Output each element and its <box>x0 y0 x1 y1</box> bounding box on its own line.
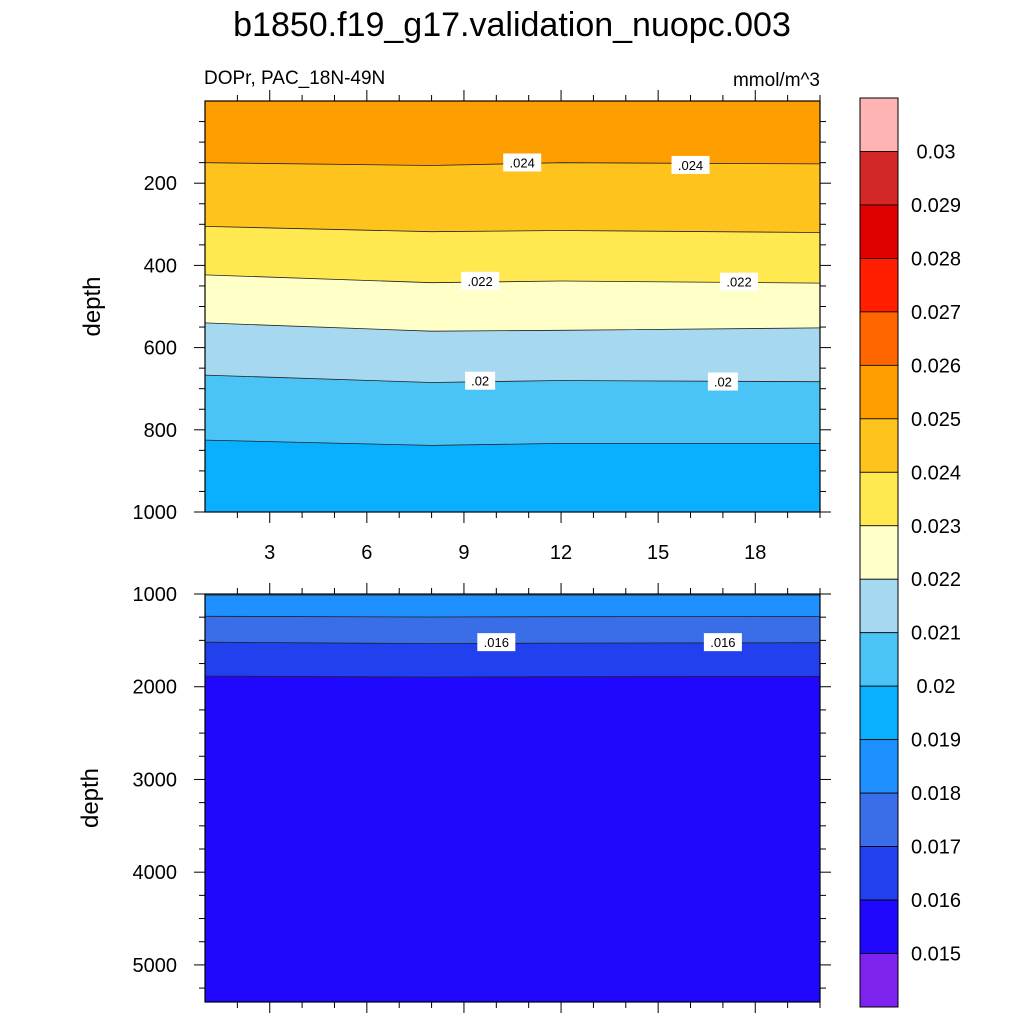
contour-label-box <box>461 271 500 290</box>
colorbar-label: 0.022 <box>911 569 961 591</box>
contour-label: .024 <box>678 158 703 173</box>
colorbar-label: 0.024 <box>911 462 961 484</box>
contour-label: .02 <box>471 374 489 389</box>
colorbar: 0.03 0.029 0.028 0.027 0.026 0.025 0.024 0.023 0… <box>859 97 961 1008</box>
y-tick-label: 3000 <box>133 769 178 791</box>
contour-label: .02 <box>714 375 732 390</box>
contour-label: .022 <box>726 275 751 290</box>
colorbar-label: 0.019 <box>911 730 961 752</box>
figure-title: b1850.f19_g17.validation_nuopc.003 <box>233 6 791 44</box>
colorbar-box <box>859 792 899 847</box>
contour-label-box <box>503 153 542 172</box>
contour-label-box <box>477 633 516 652</box>
x-tick-label: 3 <box>264 542 275 564</box>
colorbar-frame <box>859 97 899 1008</box>
units-label: mmol/m^3 <box>733 70 820 91</box>
contour-label-box <box>707 372 738 391</box>
colorbar-label: 0.027 <box>911 302 961 324</box>
colorbar-box <box>859 204 899 259</box>
colorbar-box <box>859 953 899 1008</box>
colorbar-box <box>859 846 899 901</box>
colorbar-box <box>859 899 899 954</box>
colorbar-label: 0.016 <box>911 890 961 912</box>
y-tick-label: 1000 <box>133 584 178 606</box>
x-tick-label: 15 <box>647 542 669 564</box>
contour-label-box <box>720 272 759 291</box>
colorbar-label: 0.025 <box>911 409 961 431</box>
colorbar-label: 0.015 <box>911 944 961 966</box>
colorbar-box <box>859 525 899 580</box>
colorbar-box <box>859 364 899 420</box>
y-tick-label: 400 <box>144 255 177 277</box>
contour-line <box>204 615 821 618</box>
lower-depth-panel: .016 .016 1000 2000 3000 4000 5000 depth <box>77 583 831 1013</box>
y-tick-label: 800 <box>144 420 177 442</box>
contour-label: .016 <box>484 635 509 650</box>
colorbar-label: 0.03 <box>917 141 956 163</box>
contour-line <box>204 675 821 678</box>
colorbar-label: 0.026 <box>911 355 961 377</box>
colorbar-box <box>859 685 899 741</box>
colorbar-label: 0.021 <box>911 623 961 645</box>
colorbar-box <box>859 258 899 313</box>
plot-frame <box>204 593 821 1003</box>
y-axis-label: depth <box>79 276 106 336</box>
contour-label-box <box>671 155 710 174</box>
upper-depth-panel: .024 .024 .022 .022 .02 .02 3 6 9 12 15 18 200 400 600… <box>79 90 831 564</box>
contour-label: .022 <box>467 274 492 289</box>
colorbar-label: 0.02 <box>917 676 956 698</box>
y-tick-label: 200 <box>144 173 177 195</box>
x-tick-label: 9 <box>458 542 469 564</box>
y-tick-label: 600 <box>144 338 177 360</box>
colorbar-label: 0.018 <box>911 783 961 805</box>
colorbar-label: 0.017 <box>911 837 961 859</box>
colorbar-label: 0.023 <box>911 516 961 538</box>
contour-line <box>204 226 821 233</box>
y-tick-label: 5000 <box>133 955 178 977</box>
contour-line <box>204 322 821 332</box>
colorbar-box <box>859 739 899 794</box>
x-tick-label: 18 <box>744 542 766 564</box>
x-tick-label: 6 <box>361 542 372 564</box>
colorbar-box <box>859 632 899 687</box>
contour-line <box>204 374 821 383</box>
variable-region-label: DOPr, PAC_18N-49N <box>204 68 385 89</box>
colorbar-box <box>859 471 899 527</box>
x-tick-label: 12 <box>550 542 572 564</box>
contour-label: .016 <box>710 635 735 650</box>
contour-label: .024 <box>510 155 535 170</box>
colorbar-box <box>859 311 899 366</box>
colorbar-box <box>859 151 899 206</box>
colorbar-label: 0.029 <box>911 195 961 217</box>
colorbar-box <box>859 418 899 473</box>
y-tick-label: 2000 <box>133 677 178 699</box>
contour-band <box>205 440 820 512</box>
y-tick-label: 1000 <box>133 502 178 524</box>
contour-label-box <box>465 371 496 390</box>
contour-label-box <box>703 633 742 652</box>
y-axis-label: depth <box>77 768 104 828</box>
y-tick-label: 4000 <box>133 862 178 884</box>
contour-band <box>205 676 820 1002</box>
colorbar-box <box>859 578 899 634</box>
colorbar-box <box>859 97 899 152</box>
colorbar-label: 0.028 <box>911 248 961 270</box>
contour-line <box>204 439 820 446</box>
